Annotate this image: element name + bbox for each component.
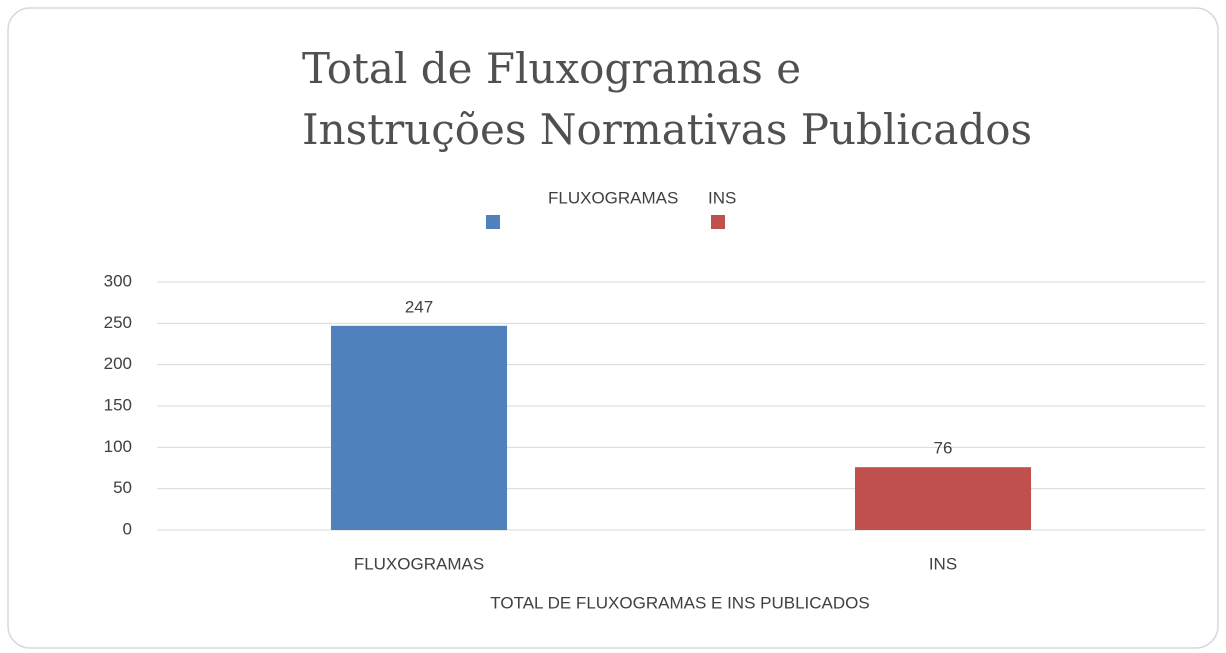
bar	[330, 325, 508, 530]
y-tick-label: 50	[113, 478, 132, 497]
legend-label: FLUXOGRAMAS	[548, 188, 678, 207]
x-tick-label: INS	[929, 554, 957, 573]
y-tick-label: 0	[123, 519, 132, 538]
data-label: 247	[405, 297, 433, 316]
chart-title: Instruções Normativas Publicados	[302, 105, 1032, 154]
data-label: 76	[934, 439, 953, 458]
legend-swatch	[486, 215, 500, 229]
card	[7, 7, 1219, 649]
y-tick-label: 250	[104, 313, 132, 332]
y-tick-label: 300	[104, 271, 132, 290]
y-tick-label: 200	[104, 354, 132, 373]
legend-label: INS	[708, 188, 736, 207]
y-tick-label: 150	[104, 395, 132, 414]
x-axis-label: TOTAL DE FLUXOGRAMAS E INS PUBLICADOS	[490, 593, 869, 612]
chart-title: Total de Fluxogramas e	[302, 44, 801, 93]
bar	[854, 467, 1032, 530]
x-tick-label: FLUXOGRAMAS	[354, 554, 484, 573]
y-tick-label: 100	[104, 437, 132, 456]
legend-swatch	[711, 215, 725, 229]
